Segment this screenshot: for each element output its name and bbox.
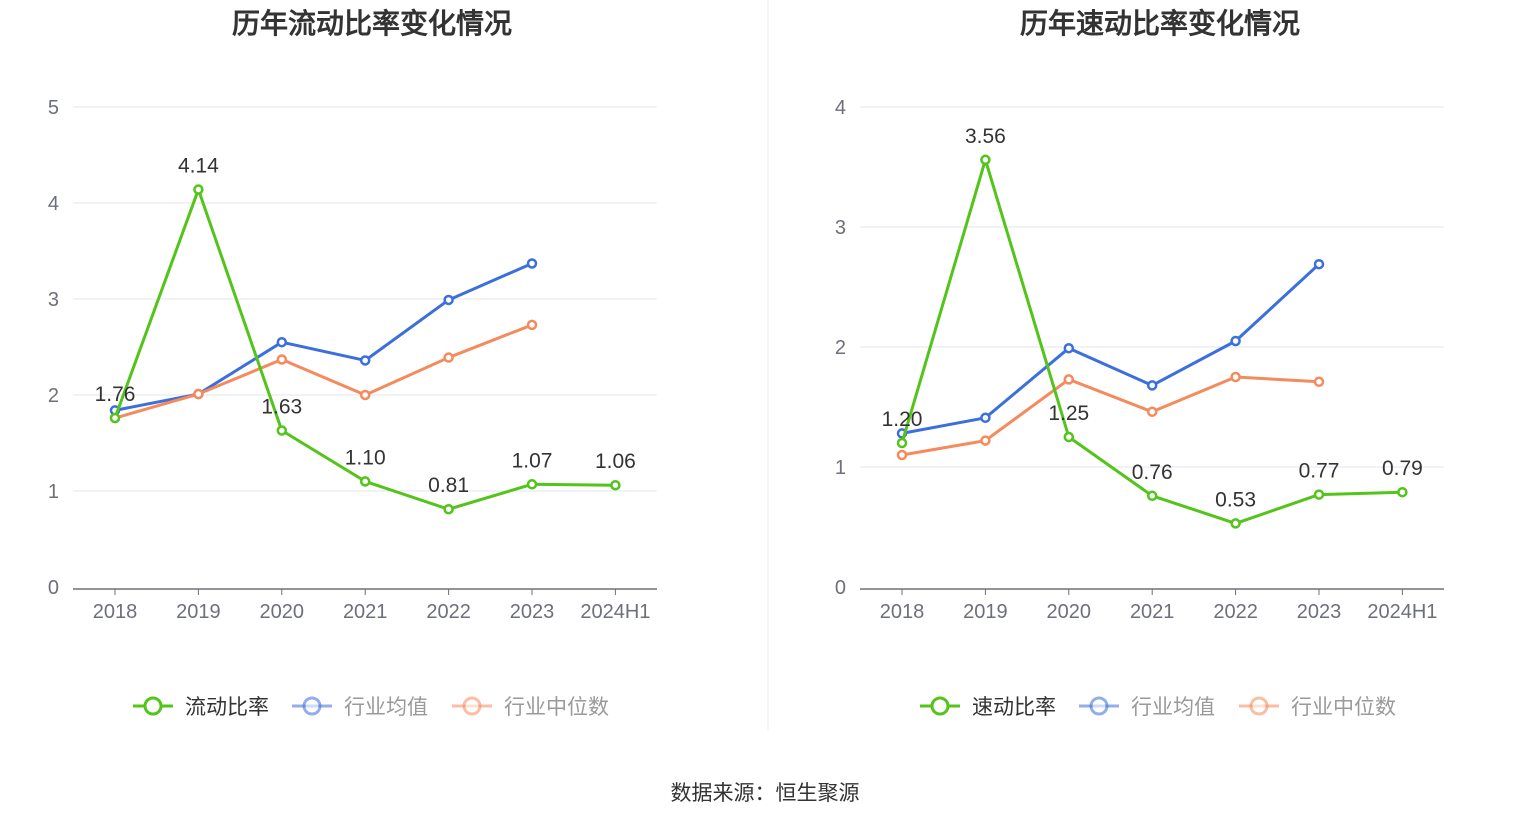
x-tick-label: 2019 — [963, 601, 1008, 623]
data-label: 3.56 — [965, 125, 1006, 148]
data-point — [359, 355, 371, 366]
data-label: 1.06 — [595, 450, 636, 473]
data-point — [1146, 406, 1158, 418]
legend-label: 行业中位数 — [504, 695, 609, 719]
x-tick-label: 2022 — [426, 601, 471, 623]
data-label: 1.10 — [345, 446, 386, 469]
data-point — [526, 319, 538, 331]
legend-symbol — [930, 696, 950, 716]
legend-symbol — [302, 696, 322, 716]
data-point — [980, 435, 991, 446]
x-tick-label: 2024H1 — [1367, 601, 1437, 623]
data-point — [443, 294, 454, 306]
data-label: 0.79 — [1382, 457, 1423, 480]
data-label: 4.14 — [178, 155, 219, 178]
data-point — [1313, 258, 1325, 270]
series-line-industry-median — [901, 375, 1320, 457]
y-tick-label: 1 — [48, 481, 59, 503]
data-point — [443, 352, 454, 363]
y-tick-label: 3 — [835, 217, 846, 239]
y-tick-label: 4 — [48, 193, 59, 215]
legend-symbol — [462, 696, 482, 716]
y-tick-label: 4 — [835, 97, 846, 119]
legend-symbol — [1089, 696, 1109, 716]
data-point — [980, 412, 991, 424]
y-tick-label: 3 — [48, 289, 59, 311]
legend-label: 行业均值 — [1131, 695, 1215, 719]
data-point — [896, 437, 908, 449]
data-label: 1.25 — [1048, 402, 1089, 425]
data-point — [526, 258, 538, 269]
data-point — [1063, 431, 1075, 443]
legend-label: 流动比率 — [185, 695, 269, 719]
data-point — [359, 389, 371, 401]
data-label: 1.63 — [261, 396, 302, 419]
data-point — [1146, 490, 1158, 502]
data-point — [1230, 335, 1241, 347]
legend-label: 速动比率 — [972, 695, 1056, 719]
data-label: 0.53 — [1215, 488, 1256, 511]
legend-label: 行业中位数 — [1291, 695, 1396, 719]
legend-symbol — [143, 696, 163, 716]
y-tick-label: 2 — [48, 385, 59, 407]
current-ratio-chart: 历年流动比率变化情况 0 1 2 3 4 5 2018 2019 2020 2021 2022 2023… — [48, 7, 657, 719]
y-tick-label: 5 — [48, 97, 59, 119]
data-point — [980, 154, 991, 166]
data-point — [109, 412, 121, 424]
x-tick-label: 2023 — [510, 601, 555, 623]
data-point — [1146, 380, 1158, 391]
legend-label: 行业均值 — [344, 695, 428, 719]
x-tick-label: 2023 — [1297, 601, 1342, 623]
y-tick-label: 2 — [835, 337, 846, 359]
data-point — [1313, 489, 1325, 500]
series-line-industry-mean — [114, 262, 533, 412]
data-point — [1397, 486, 1408, 498]
data-point — [276, 354, 288, 365]
data-point — [193, 388, 204, 400]
x-tick-label: 2021 — [343, 601, 388, 623]
legend-symbol — [1249, 696, 1269, 716]
data-point — [443, 503, 454, 515]
series-line-industry-median — [114, 323, 533, 420]
data-point — [610, 479, 621, 491]
data-point — [193, 184, 204, 195]
y-tick-label: 0 — [48, 577, 59, 599]
data-point — [1063, 342, 1075, 354]
chart-title: 历年速动比率变化情况 — [1020, 7, 1300, 40]
data-point — [526, 479, 538, 490]
x-tick-label: 2020 — [1047, 601, 1092, 623]
data-point — [1313, 376, 1325, 388]
data-label: 1.07 — [512, 449, 553, 472]
data-point — [276, 336, 288, 348]
data-point — [896, 449, 908, 461]
x-tick-label: 2020 — [260, 601, 305, 623]
x-tick-label: 2022 — [1213, 601, 1258, 623]
quick-ratio-chart: 历年速动比率变化情况 0 1 2 3 4 2018 2019 2020 2021 2022 2023 2… — [835, 7, 1444, 719]
data-point — [359, 476, 371, 487]
y-tick-label: 0 — [835, 577, 846, 599]
data-label: 1.20 — [882, 408, 923, 431]
data-point — [1230, 518, 1241, 529]
data-label: 0.76 — [1132, 461, 1173, 484]
x-tick-label: 2024H1 — [580, 601, 650, 623]
data-label: 1.76 — [95, 383, 136, 406]
data-source-note: 数据来源：恒生聚源 — [671, 781, 860, 805]
data-label: 0.81 — [428, 474, 469, 497]
x-tick-label: 2021 — [1130, 601, 1175, 623]
data-point — [1230, 371, 1241, 383]
y-tick-label: 1 — [835, 457, 846, 479]
x-tick-label: 2018 — [93, 601, 138, 623]
x-tick-label: 2019 — [176, 601, 221, 623]
data-point — [1063, 374, 1075, 385]
x-tick-label: 2018 — [880, 601, 925, 623]
series-line-industry-mean — [901, 263, 1321, 435]
data-point — [276, 425, 288, 436]
chart-title: 历年流动比率变化情况 — [232, 7, 512, 40]
data-label: 0.77 — [1299, 460, 1340, 483]
